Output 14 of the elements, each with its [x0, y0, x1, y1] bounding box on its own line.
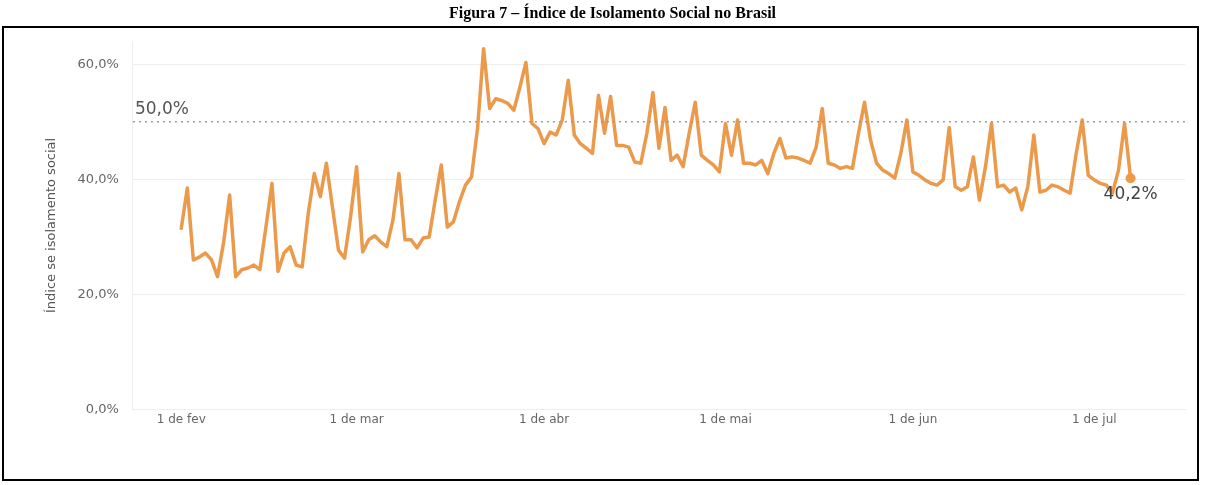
x-tick-label: 1 de jun	[888, 411, 938, 426]
x-tick-label: 1 de mar	[329, 411, 384, 426]
chart-title: Figura 7 – Índice de Isolamento Social no Brasil	[448, 2, 777, 22]
x-tick-label: 1 de mai	[699, 411, 752, 426]
annotation: 40,2%	[1103, 183, 1158, 204]
y-tick-label: 20,0%	[77, 285, 119, 301]
x-tick-label: 1 de abr	[518, 411, 570, 426]
x-tick-label: 1 de jul	[1072, 411, 1117, 426]
ref-line-label: 50,0%	[134, 97, 189, 118]
x-tick-label: 1 de fev	[156, 411, 206, 426]
y-axis-title: Índice se isolamento social	[43, 137, 59, 313]
y-tick-label: 0,0%	[85, 400, 119, 416]
y-tick-label: 40,0%	[77, 170, 119, 186]
y-tick-label: 60,0%	[77, 55, 119, 71]
